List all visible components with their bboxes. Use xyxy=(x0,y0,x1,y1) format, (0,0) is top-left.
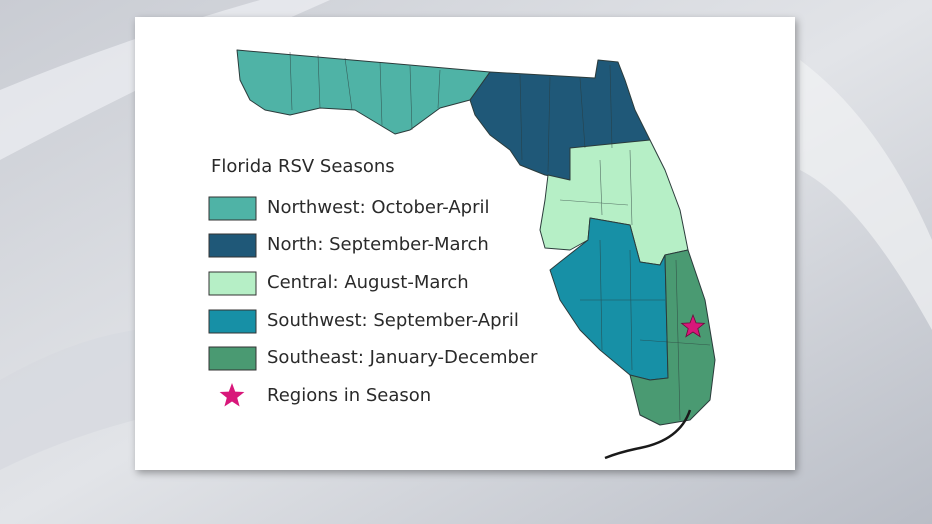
county-lines xyxy=(289,51,711,421)
legend-swatch xyxy=(208,271,257,296)
legend-swatch xyxy=(208,233,257,258)
legend-label: Northwest: October-April xyxy=(267,197,490,218)
background-shape xyxy=(800,60,932,330)
legend: Northwest: October-April North: September… xyxy=(208,196,538,407)
legend-swatch xyxy=(208,309,257,334)
legend-label: Central: August-March xyxy=(267,272,469,293)
florida-keys xyxy=(604,409,692,460)
legend-label: Southwest: September-April xyxy=(267,310,519,331)
legend-label: North: September-March xyxy=(267,234,489,255)
legend-swatch xyxy=(208,196,257,221)
county-boundary xyxy=(289,51,711,421)
legend-label: Regions in Season xyxy=(267,385,431,406)
season-star xyxy=(680,313,706,338)
region xyxy=(629,249,716,426)
background-shape xyxy=(0,330,135,470)
legend-swatch xyxy=(208,346,257,371)
legend-label: Southeast: January-December xyxy=(267,347,538,368)
legend-title: Florida RSV Seasons xyxy=(211,156,395,177)
legend-star xyxy=(219,383,245,407)
region-map xyxy=(236,49,716,426)
region xyxy=(236,49,491,135)
